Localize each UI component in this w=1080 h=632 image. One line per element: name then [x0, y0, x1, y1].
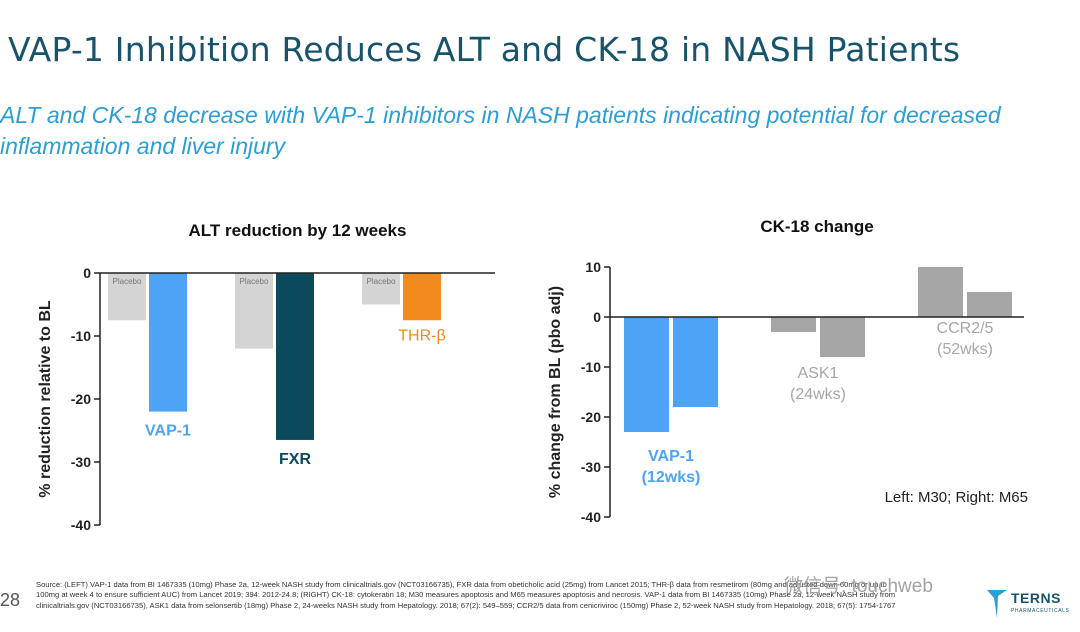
- y-tick-label: 0: [83, 265, 91, 281]
- m65-bar: [820, 317, 865, 357]
- group-label: VAP-1: [145, 423, 191, 440]
- treatment-bar: [149, 273, 187, 412]
- m65-bar: [967, 292, 1012, 317]
- placebo-bar: [108, 273, 146, 321]
- group-label: FXR: [279, 451, 311, 468]
- placebo-bar: [235, 273, 273, 349]
- wechat-watermark: 微信号: touchweb: [784, 576, 933, 597]
- chart-title: CK-18 change: [760, 217, 873, 236]
- alt-reduction-chart: ALT reduction by 12 weeks 0 -10 -20 -30 -40 % …: [20, 208, 510, 548]
- m65-bar: [673, 317, 718, 407]
- logo-name: TERNS: [1011, 590, 1061, 606]
- legend-annotation: Left: M30; Right: M65: [885, 489, 1028, 506]
- y-tick-label: -30: [71, 454, 91, 470]
- y-tick-label: -20: [581, 409, 601, 425]
- treatment-bar: [403, 273, 441, 321]
- group-label-line: CCR2/5: [937, 320, 994, 337]
- group-label-line: ASK1: [798, 365, 839, 382]
- slide-title: VAP-1 Inhibition Reduces ALT and CK-18 i…: [8, 30, 961, 69]
- group-label-line: (52wks): [937, 341, 993, 358]
- y-tick-label: -40: [581, 509, 601, 525]
- placebo-bar-label: Placebo: [113, 277, 142, 286]
- group-label: THR-β: [398, 327, 445, 344]
- logo-subtitle: PHARMACEUTICALS: [1011, 608, 1070, 614]
- y-tick-label: -10: [581, 359, 601, 375]
- terns-logo: TERNS PHARMACEUTICALS: [985, 586, 1075, 622]
- m30-bar: [771, 317, 816, 332]
- y-tick-label: 10: [585, 259, 601, 275]
- y-tick-label: -30: [581, 459, 601, 475]
- slide-subtitle: ALT and CK-18 decrease with VAP-1 inhibi…: [0, 102, 1001, 159]
- treatment-bar: [276, 273, 314, 440]
- group-label-line: VAP-1: [648, 448, 694, 465]
- page-number: 28: [0, 590, 21, 610]
- placebo-bar-label: Placebo: [240, 277, 269, 286]
- source-footnote: Source: (LEFT) VAP-1 data from BI 146733…: [36, 580, 896, 610]
- y-tick-label: -10: [71, 328, 91, 344]
- chart-title: ALT reduction by 12 weeks: [189, 221, 407, 240]
- y-tick-label: 0: [593, 309, 601, 325]
- terns-bird-icon: [987, 590, 1007, 618]
- y-axis-label: % change from BL (pbo adj): [547, 286, 564, 498]
- group-label-line: (24wks): [790, 386, 846, 403]
- m30-bar: [918, 267, 963, 317]
- group-label-line: (12wks): [642, 469, 701, 486]
- placebo-bar-label: Placebo: [367, 277, 396, 286]
- y-axis-label: % reduction relative to BL: [37, 300, 54, 498]
- placebo-bar: [362, 273, 400, 305]
- alt-reduction-chart-svg: ALT reduction by 12 weeks 0 -10 -20 -30 -40 % …: [37, 221, 495, 533]
- y-tick-label: -20: [71, 391, 91, 407]
- ck18-change-chart: CK-18 change 10 0 -10 -20 -30 -40 % change from…: [530, 208, 1050, 548]
- m30-bar: [624, 317, 669, 432]
- y-tick-label: -40: [71, 517, 91, 533]
- ck18-change-chart-svg: CK-18 change 10 0 -10 -20 -30 -40 % change from…: [547, 217, 1028, 525]
